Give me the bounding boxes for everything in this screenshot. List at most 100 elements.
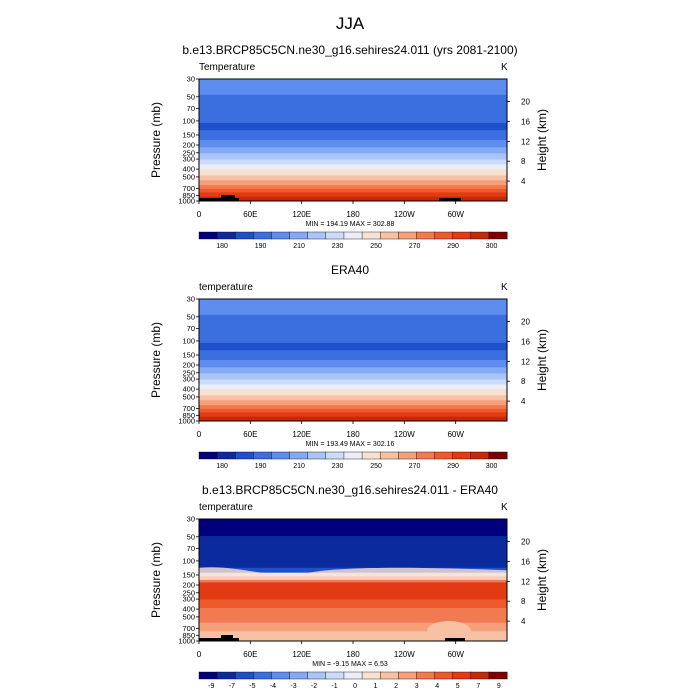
field-band-1-12 (199, 405, 507, 410)
colorbar-swatch-1-8 (343, 451, 363, 460)
colorbar-swatch-1-2 (235, 451, 254, 460)
chart-panel-0: b.e13.BRCP85C5CN.ne30_g16.sehires24.011 … (149, 43, 549, 250)
xtick-label-0-4: 120W (394, 210, 415, 219)
ytick-label-2-0: 30 (187, 515, 195, 524)
ytick-label-1-6: 250 (182, 368, 195, 377)
ytick-label-1-11: 850 (182, 411, 195, 420)
colorbar-swatch-2-4 (271, 671, 291, 680)
ylabel-1: Pressure (mb) (149, 322, 163, 398)
colorbar-swatch-2-13 (434, 671, 454, 680)
colorbar-label-1-6: 290 (447, 463, 459, 470)
xtick-label-1-4: 120W (394, 430, 415, 439)
colorbar-swatch-0-16 (488, 231, 508, 240)
field-band-1-8 (199, 384, 507, 390)
field-band-1-2 (199, 342, 507, 351)
colorbar-swatch-1-16 (488, 451, 508, 460)
colorbar-label-0-3: 230 (332, 243, 344, 250)
ytick-label-2-8: 400 (182, 605, 195, 614)
colorbar-swatch-0-3 (253, 231, 272, 240)
topography-0-b (221, 195, 235, 198)
ytick-right-label-1-1: 16 (521, 337, 530, 346)
colorbar-label-1-5: 270 (409, 463, 421, 470)
colorbar-swatch-0-11 (398, 231, 417, 240)
colorbar-swatch-2-14 (452, 671, 472, 680)
field-band-2-5 (199, 582, 507, 600)
colorbar-swatch-2-5 (289, 671, 309, 680)
field-band-1-9 (199, 389, 507, 396)
field-band-0-10 (199, 175, 507, 181)
ytick-label-1-8: 400 (182, 385, 195, 394)
colorbar-label-1-0: 180 (216, 463, 228, 470)
colorbar-label-0-1: 190 (255, 243, 267, 250)
colorbar-swatch-1-6 (307, 451, 327, 460)
field-band-0-15 (199, 196, 507, 202)
topography-2-a (199, 638, 239, 641)
ytick-right-label-2-2: 12 (521, 577, 530, 586)
colorbar-label-2-2: -5 (249, 683, 255, 690)
colorbar-swatch-2-3 (253, 671, 272, 680)
panel-title-1: ERA40 (331, 263, 369, 277)
colorbar-label-2-11: 4 (435, 683, 439, 690)
colorbar-swatch-1-15 (470, 451, 490, 460)
colorbar-swatch-2-9 (361, 671, 381, 680)
field-band-1-4 (199, 360, 507, 368)
ytick-label-2-3: 100 (182, 556, 195, 565)
ytick-label-0-5: 200 (182, 141, 195, 150)
ytick-label-2-7: 300 (182, 595, 195, 604)
colorbar-label-1-7: 300 (486, 463, 498, 470)
ytick-label-1-9: 500 (182, 392, 195, 401)
panel-units-1: K (501, 282, 508, 293)
field-band-0-8 (199, 164, 507, 170)
colorbar-swatch-0-9 (361, 231, 381, 240)
field-wave-2 (199, 567, 507, 580)
field-band-1-5 (199, 367, 507, 374)
colorbar-label-0-6: 290 (447, 243, 459, 250)
ytick-label-0-9: 500 (182, 172, 195, 181)
ylabel-0: Pressure (mb) (149, 102, 163, 178)
colorbar-label-2-1: -7 (229, 683, 235, 690)
ytick-right-label-0-4: 4 (521, 177, 526, 186)
colorbar-label-2-6: -1 (331, 683, 337, 690)
colorbar-swatch-0-8 (343, 231, 363, 240)
colorbar-label-2-10: 3 (415, 683, 419, 690)
xtick-label-1-0: 0 (197, 430, 202, 439)
field-band-0-4 (199, 140, 507, 148)
field-band-0-5 (199, 147, 507, 154)
colorbar-swatch-1-13 (434, 451, 454, 460)
ytick-label-1-0: 30 (187, 295, 195, 304)
colorbar-swatch-2-0 (198, 671, 218, 680)
colorbar-swatch-2-12 (416, 671, 436, 680)
field-band-0-6 (199, 153, 507, 160)
ytick-right-label-1-4: 4 (521, 397, 526, 406)
field-band-0-3 (199, 130, 507, 141)
ytick-label-0-7: 300 (182, 155, 195, 164)
ytick-label-1-1: 50 (187, 312, 195, 321)
xtick-label-2-0: 0 (197, 650, 202, 659)
ytick-label-2-6: 250 (182, 588, 195, 597)
colorbar-label-1-1: 190 (255, 463, 267, 470)
colorbar-swatch-2-11 (398, 671, 417, 680)
field-band-2-1 (199, 536, 507, 569)
panel-field-label-1: temperature (199, 282, 253, 293)
field-band-1-3 (199, 350, 507, 361)
ytick-label-0-2: 70 (187, 104, 195, 113)
colorbar-swatch-2-2 (235, 671, 254, 680)
xtick-label-1-5: 60W (447, 430, 464, 439)
panel-units-0: K (501, 62, 508, 73)
colorbar-swatch-1-1 (216, 451, 236, 460)
ylabel-right-1: Height (km) (535, 329, 549, 391)
xtick-label-2-4: 120W (394, 650, 415, 659)
xtick-label-2-5: 60W (447, 650, 464, 659)
ytick-label-2-10: 700 (182, 624, 195, 633)
ytick-label-0-11: 850 (182, 191, 195, 200)
field-band-2-0 (199, 519, 507, 537)
colorbar-swatch-0-14 (452, 231, 472, 240)
field-band-0-1 (199, 94, 507, 124)
colorbar-swatch-1-14 (452, 451, 472, 460)
field-band-0-14 (199, 192, 507, 198)
field-band-0-12 (199, 185, 507, 190)
xtick-label-0-3: 180 (346, 210, 360, 219)
colorbar-label-0-0: 180 (216, 243, 228, 250)
colorbar-label-1-4: 250 (370, 463, 382, 470)
